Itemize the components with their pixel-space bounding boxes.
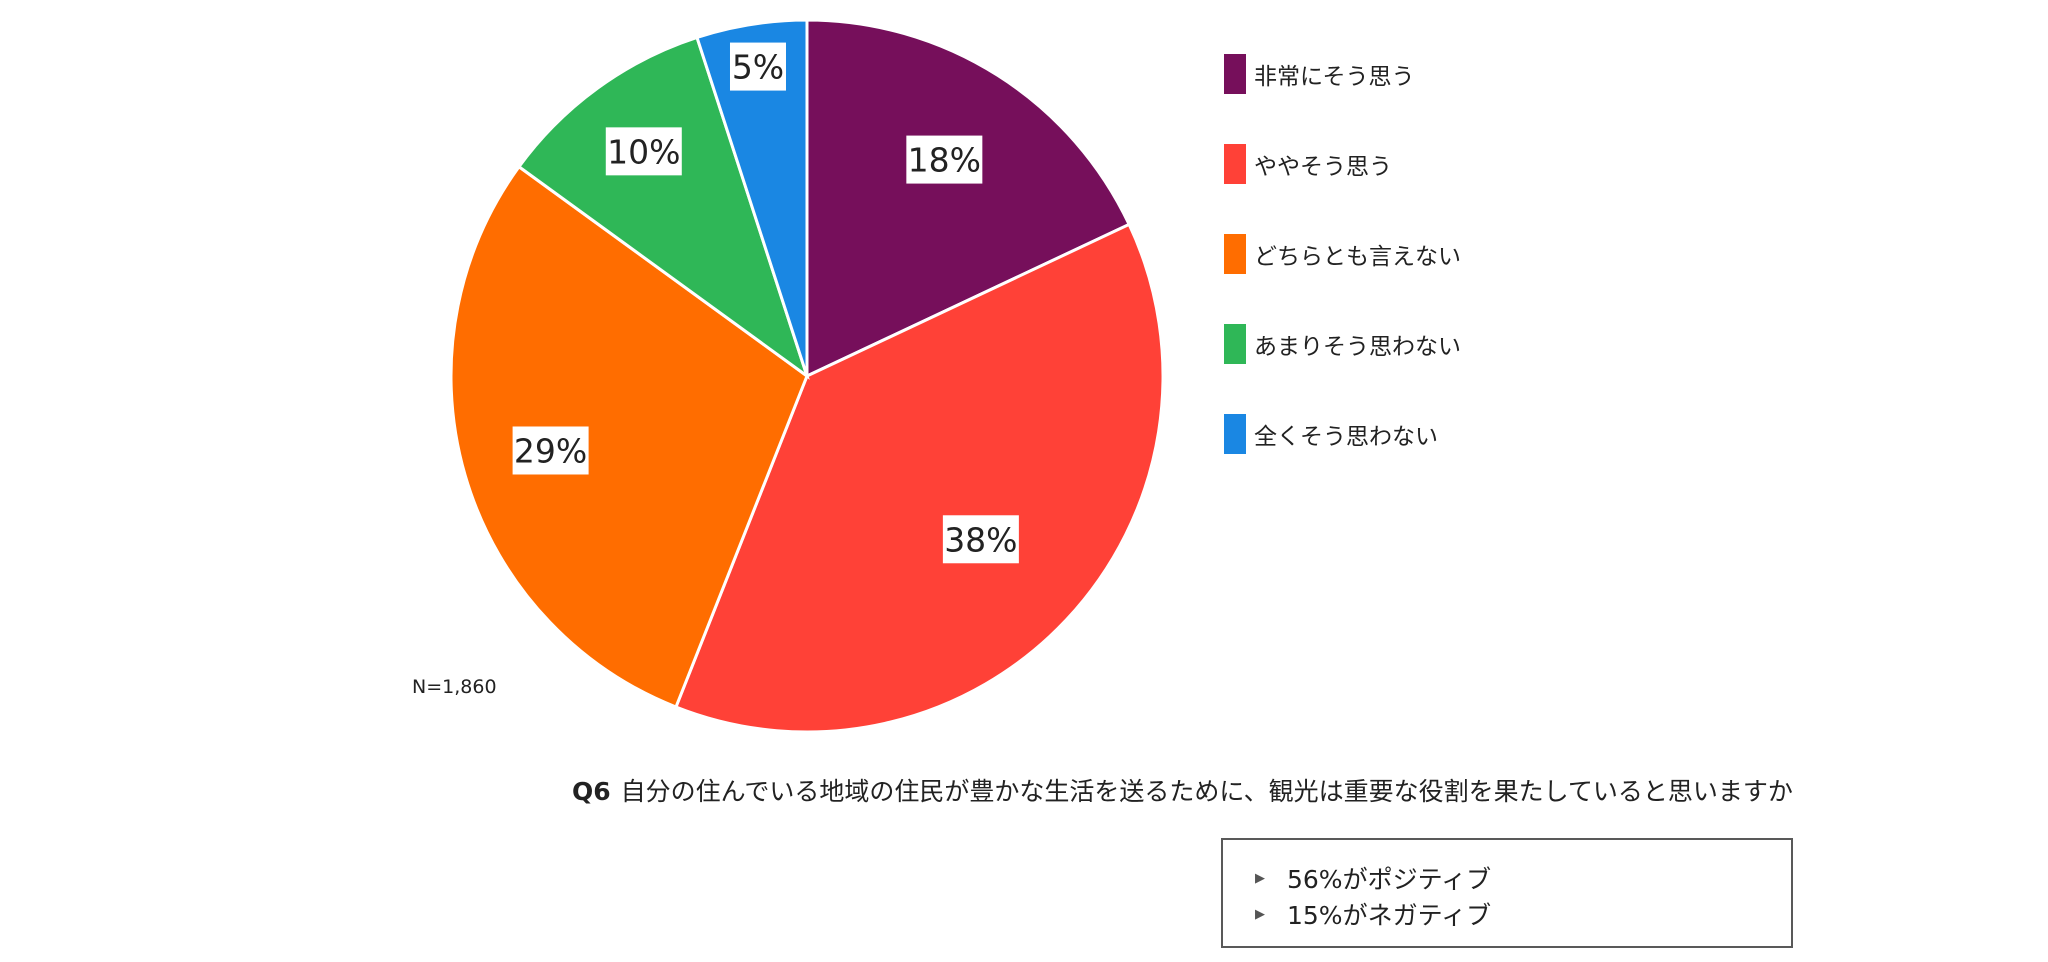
legend-label: あまりそう思わない [1254,334,1461,360]
legend-item-somewhat-agree: ややそう思う [1224,144,1392,184]
legend-swatch [1224,324,1246,364]
triangle-right-icon: ▶ [1255,870,1265,886]
summary-item-negative: ▶ 15%がネガティブ [1255,896,1491,932]
pie-slices [449,18,1165,734]
legend-swatch [1224,234,1246,274]
data-label-background [906,135,983,184]
data-label-background [512,426,589,475]
legend-swatch [1224,414,1246,454]
data-label-somewhat-disagree: 10% [607,132,680,171]
pie-slice-very-agree [805,18,1132,379]
legend-item-strongly-disagree: 全くそう思わない [1224,414,1438,454]
sample-size-label: N=1,860 [412,676,497,698]
pie-slice-strongly-disagree [695,18,809,377]
summary-item-positive: ▶ 56%がポジティブ [1255,860,1491,896]
legend-label: 非常にそう思う [1254,64,1415,90]
pie-slice-somewhat-disagree [516,35,810,380]
pie-slice-labels: 18% 38% 29% 10% 5% [512,42,1019,564]
legend-swatch [1224,54,1246,94]
question-text: Q6 自分の住んでいる地域の住民が豊かな生活を送るために、観光は重要な役割を果たし… [572,772,1793,808]
legend-label: 全くそう思わない [1254,424,1438,450]
summary-box: ▶ 56%がポジティブ ▶ 15%がネガティブ [1221,838,1793,948]
summary-text: 56%がポジティブ [1287,865,1492,894]
legend-item-very-agree: 非常にそう思う [1224,54,1415,94]
data-label-background [605,127,682,176]
pie-slice-neutral [449,164,809,709]
pie-slice-somewhat-agree [674,222,1165,734]
data-label-background [942,515,1019,564]
data-label-background [729,42,786,91]
legend-item-neutral: どちらとも言えない [1224,234,1461,274]
question-body: 自分の住んでいる地域の住民が豊かな生活を送るために、観光は重要な役割を果たしてい… [620,777,1793,806]
data-label-somewhat-agree: 38% [944,520,1017,559]
question-id: Q6 [572,777,611,806]
legend-item-somewhat-disagree: あまりそう思わない [1224,324,1461,364]
data-label-neutral: 29% [514,431,587,470]
triangle-right-icon: ▶ [1255,906,1265,922]
legend-label: ややそう思う [1254,154,1392,180]
legend-swatch [1224,144,1246,184]
data-label-very-agree: 18% [908,141,981,180]
legend-label: どちらとも言えない [1254,244,1461,270]
summary-text: 15%がネガティブ [1287,901,1492,930]
data-label-strongly-disagree: 5% [732,48,784,87]
